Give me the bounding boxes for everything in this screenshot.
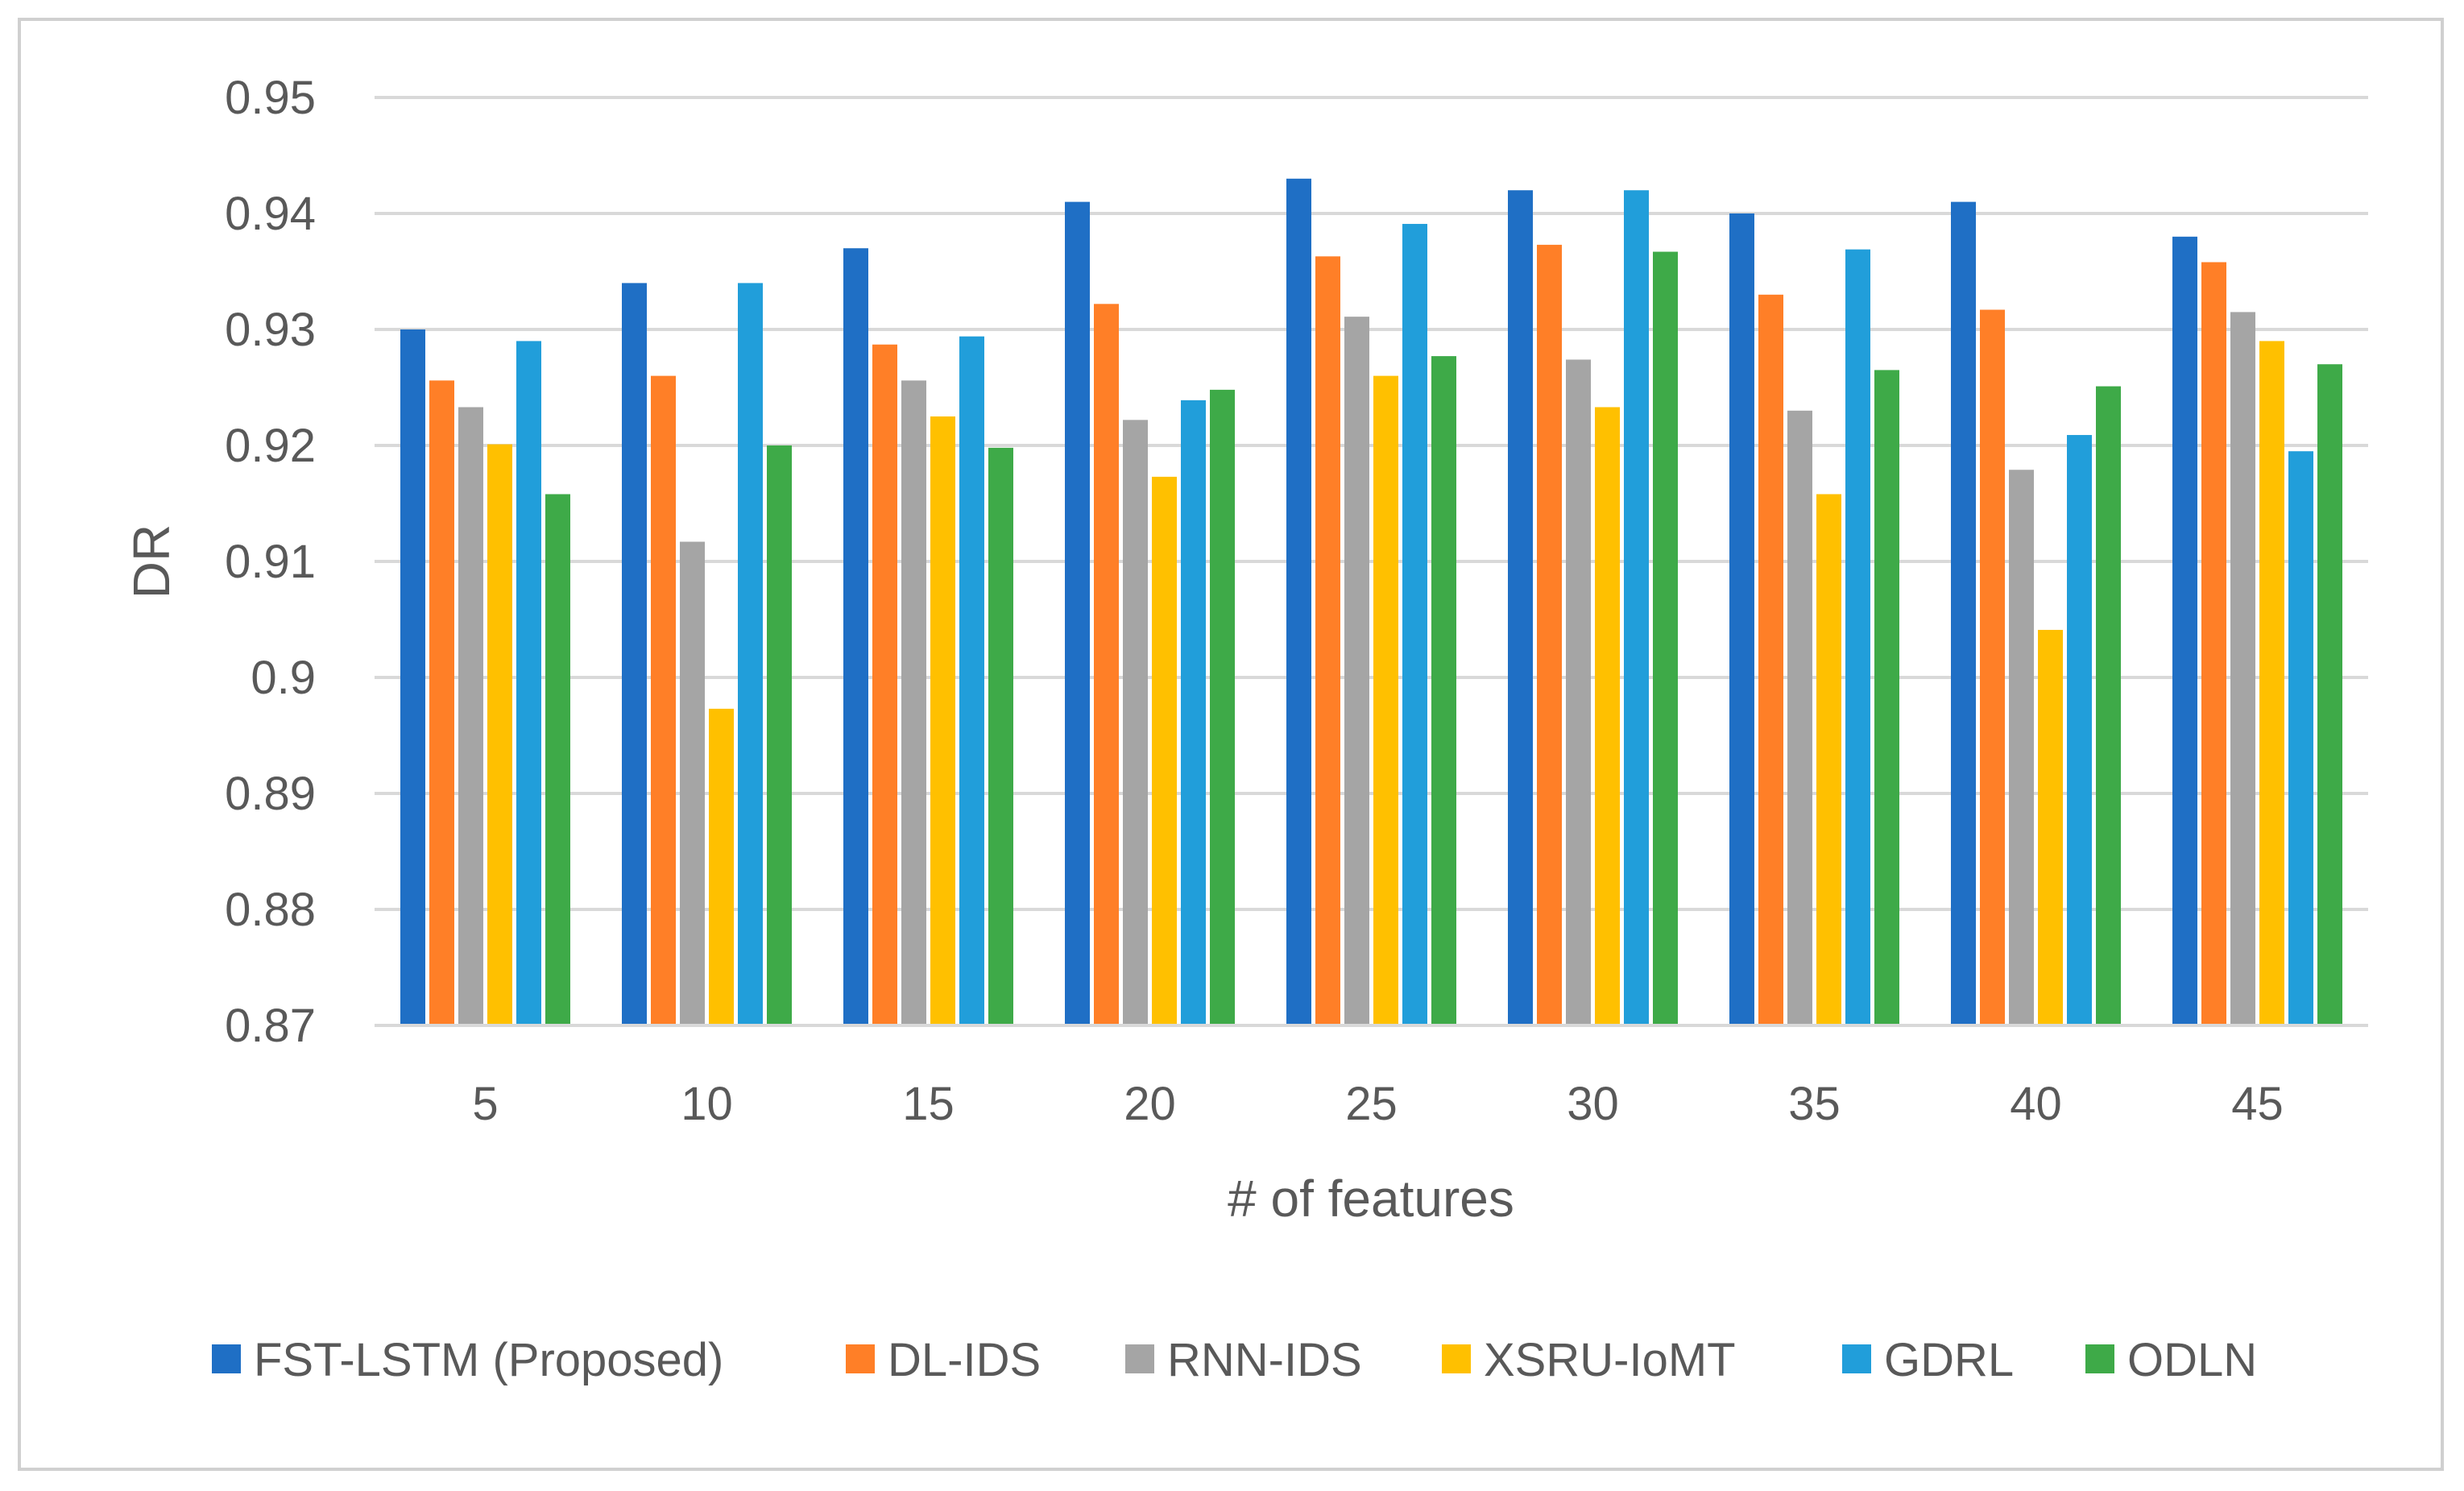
bar: [429, 380, 454, 1025]
bar: [1152, 476, 1177, 1025]
bar: [1758, 294, 1783, 1025]
legend-swatch: [2085, 1344, 2114, 1373]
y-tick-label: 0.89: [225, 768, 316, 820]
bar: [738, 283, 763, 1025]
bar: [1431, 356, 1456, 1025]
bar: [1286, 178, 1311, 1025]
y-tick-label: 0.93: [225, 304, 316, 356]
y-axis-ticks: 0.87 0.88 0.89 0.9 0.91 0.92 0.93 0.94 0.95: [225, 72, 316, 1052]
bar: [545, 494, 570, 1025]
bar: [1874, 370, 1899, 1025]
gridlines: [375, 96, 2368, 911]
legend-swatch: [1442, 1344, 1471, 1373]
legend-label: ODLN: [2127, 1334, 2257, 1386]
bar: [622, 283, 647, 1025]
bar: [400, 329, 425, 1025]
bar: [2009, 470, 2034, 1025]
y-tick-label: 0.94: [225, 188, 316, 240]
legend-swatch: [846, 1344, 875, 1373]
bar: [1315, 256, 1340, 1025]
bar: [2096, 386, 2121, 1025]
y-axis-title: DR: [122, 524, 180, 598]
bar: [2172, 236, 2197, 1025]
y-tick-label: 0.87: [225, 1000, 316, 1052]
x-tick-label: 35: [1788, 1078, 1841, 1130]
bar: [1624, 190, 1649, 1026]
legend-label: FST-LSTM (Proposed): [254, 1334, 723, 1386]
bar: [1845, 249, 1870, 1025]
bar: [767, 445, 792, 1025]
legend-label: DL-IDS: [888, 1334, 1041, 1386]
y-tick-label: 0.91: [225, 536, 316, 588]
bar: [843, 248, 868, 1025]
x-tick-label: 15: [902, 1078, 955, 1130]
bar: [1595, 407, 1620, 1026]
bar: [2201, 262, 2226, 1026]
bar: [1951, 201, 1976, 1026]
bar: [1123, 420, 1148, 1025]
y-tick-label: 0.95: [225, 72, 316, 124]
bar: [2230, 312, 2255, 1025]
x-tick-label: 45: [2231, 1078, 2284, 1130]
bar: [2038, 629, 2063, 1025]
bar: [2317, 364, 2342, 1025]
x-tick-label: 10: [681, 1078, 733, 1130]
x-axis-ticks: 5 10 15 20 25 30 35 40 45: [472, 1078, 2283, 1130]
bar: [680, 541, 705, 1025]
legend-swatch: [1125, 1344, 1154, 1373]
bar: [1787, 410, 1812, 1025]
legend-swatch: [212, 1344, 241, 1373]
bar: [959, 336, 984, 1025]
bar: [872, 344, 897, 1026]
bar: [1181, 400, 1206, 1026]
bar: [1816, 494, 1841, 1025]
bar: [1402, 223, 1427, 1026]
legend-label: RNN-IDS: [1167, 1334, 1362, 1386]
bar: [487, 444, 512, 1025]
bar: [1094, 304, 1119, 1025]
bar: [1508, 190, 1533, 1026]
bar: [2288, 451, 2313, 1025]
bar: [1980, 309, 2005, 1025]
bar: [1729, 213, 1754, 1025]
bar: [458, 407, 483, 1026]
legend-swatch: [1842, 1344, 1871, 1373]
bar: [516, 341, 541, 1025]
bar: [1653, 251, 1678, 1025]
legend-label: XSRU-IoMT: [1484, 1334, 1736, 1386]
x-tick-label: 25: [1345, 1078, 1398, 1130]
x-tick-label: 20: [1124, 1078, 1176, 1130]
y-tick-label: 0.92: [225, 420, 316, 472]
bar: [2067, 435, 2092, 1025]
x-tick-label: 40: [2010, 1078, 2062, 1130]
x-tick-label: 30: [1567, 1078, 1619, 1130]
bar: [1537, 244, 1562, 1025]
legend: FST-LSTM (Proposed) DL-IDS RNN-IDS XSRU-IoM…: [212, 1334, 2257, 1386]
x-tick-label: 5: [472, 1078, 498, 1130]
y-tick-label: 0.9: [251, 652, 316, 704]
bars: [400, 178, 2342, 1026]
bar: [709, 708, 734, 1025]
bar: [2259, 341, 2284, 1025]
y-tick-label: 0.88: [225, 884, 316, 936]
bar: [651, 375, 676, 1026]
bar: [1065, 201, 1090, 1026]
bar: [1373, 375, 1398, 1026]
x-axis-title: # of features: [1228, 1170, 1514, 1228]
bar: [1210, 389, 1235, 1025]
bar: [1566, 359, 1591, 1025]
bar: [988, 447, 1013, 1025]
legend-label: GDRL: [1884, 1334, 2014, 1386]
bar: [930, 416, 955, 1025]
bar: [1344, 317, 1369, 1025]
bar: [901, 380, 926, 1025]
